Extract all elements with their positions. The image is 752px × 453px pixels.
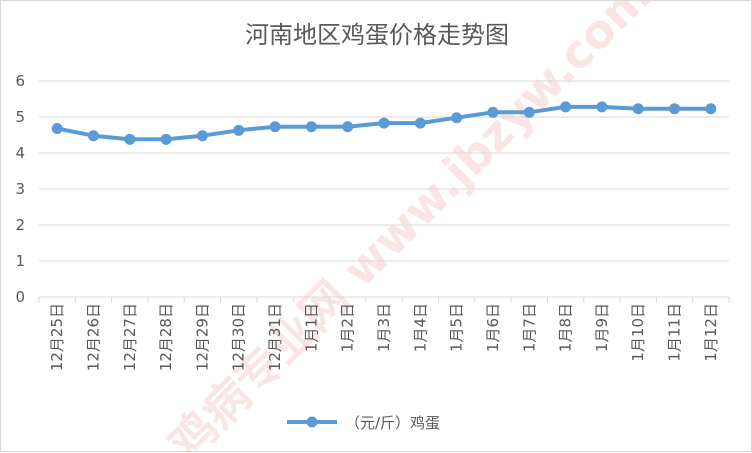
- data-point-15: [596, 101, 608, 113]
- grid: [39, 80, 729, 298]
- x-tick-label: 1月7日: [520, 303, 538, 352]
- legend-marker: [306, 416, 318, 428]
- x-tick-label: 1月8日: [557, 303, 575, 352]
- legend-label: （元/斤）鸡蛋: [345, 414, 440, 432]
- x-tick-label: 1月6日: [484, 303, 502, 352]
- data-point-0: [51, 123, 63, 135]
- x-tick-label: 12月31日: [266, 303, 284, 371]
- y-tick-label: 6: [15, 72, 25, 90]
- y-tick-label: 1: [15, 252, 25, 270]
- data-point-3: [160, 133, 172, 145]
- y-tick-label: 0: [15, 288, 25, 306]
- y-tick-label: 5: [15, 108, 25, 126]
- data-point-7: [305, 121, 317, 133]
- data-point-13: [523, 106, 535, 118]
- x-tick-label: 1月3日: [375, 303, 393, 352]
- x-tick-label: 1月10日: [629, 303, 647, 362]
- x-tick-label: 12月28日: [157, 303, 175, 371]
- data-point-12: [487, 106, 499, 118]
- y-tick-label: 3: [15, 180, 25, 198]
- data-point-2: [124, 133, 136, 145]
- y-tick-label: 4: [15, 144, 25, 162]
- data-point-1: [87, 130, 99, 142]
- legend: （元/斤）鸡蛋: [287, 414, 440, 432]
- data-point-5: [233, 124, 245, 136]
- x-tick-label: 1月1日: [302, 303, 320, 352]
- y-axis: 0 1 2 3 4 5 6: [15, 72, 25, 306]
- data-point-14: [560, 101, 572, 113]
- data-point-10: [414, 117, 426, 129]
- data-point-16: [632, 103, 644, 115]
- data-point-9: [378, 117, 390, 129]
- watermark: 鸡病专业网 www.jbzyw.com: [158, 1, 661, 453]
- chart-title: 河南地区鸡蛋价格走势图: [245, 21, 509, 49]
- x-tick-label: 1月12日: [702, 303, 720, 362]
- x-tick-label: 12月26日: [84, 303, 102, 371]
- data-point-18: [705, 103, 717, 115]
- x-tick-label: 1月5日: [448, 303, 466, 352]
- watermark-text: 鸡病专业网 www.jbzyw.com: [158, 1, 661, 453]
- series-eggs: [51, 101, 717, 145]
- data-point-17: [669, 103, 681, 115]
- x-tick-label: 12月27日: [121, 303, 139, 371]
- x-tick-label: 12月29日: [193, 303, 211, 371]
- y-tick-label: 2: [15, 216, 25, 234]
- data-point-4: [196, 130, 208, 142]
- x-tick-label: 12月25日: [48, 303, 66, 371]
- x-tick-label: 1月9日: [593, 303, 611, 352]
- data-point-6: [269, 121, 281, 133]
- x-axis: 12月25日 12月26日 12月27日 12月28日 12月29日 12月30日 12月3…: [38, 297, 730, 371]
- x-tick-label: 1月2日: [339, 303, 357, 352]
- x-tick-label: 1月11日: [666, 303, 684, 362]
- data-point-11: [451, 112, 463, 124]
- x-tick-label: 1月4日: [411, 303, 429, 352]
- x-tick-label: 12月30日: [230, 303, 248, 371]
- data-point-8: [342, 121, 354, 133]
